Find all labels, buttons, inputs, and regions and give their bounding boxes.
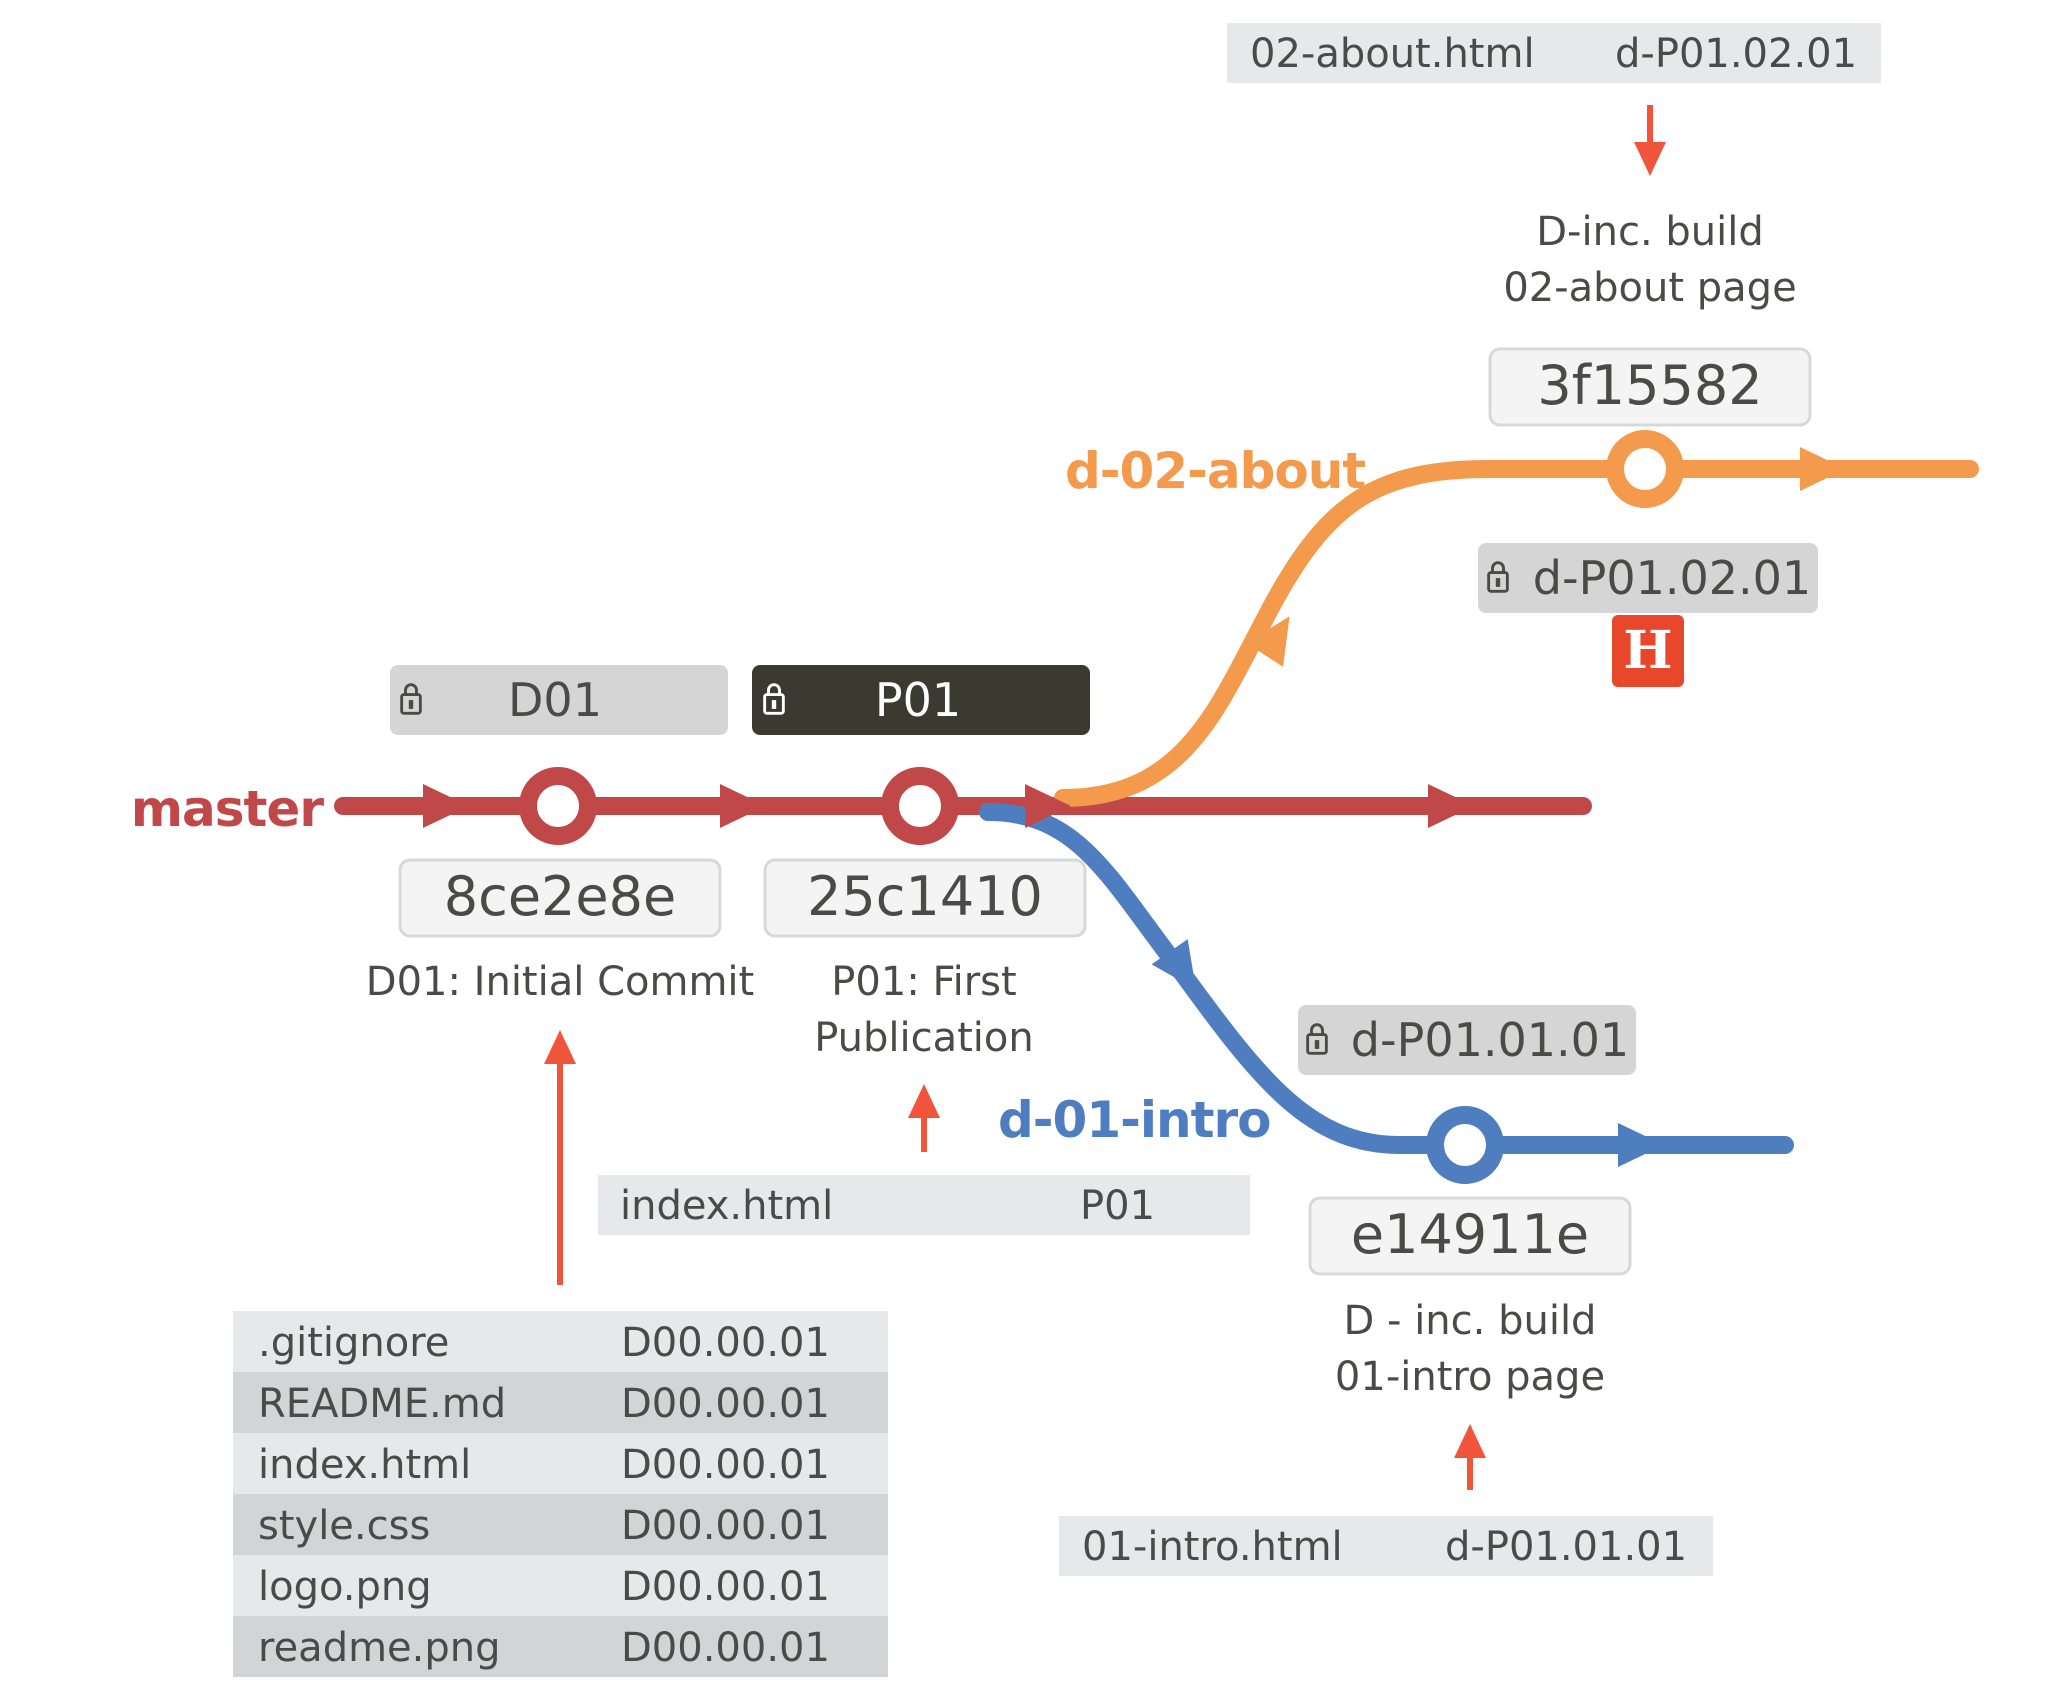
file-row: logo.png D00.00.01	[233, 1555, 888, 1616]
file-table-intro: 01-intro.html d-P01.01.01	[1059, 1516, 1713, 1576]
pointer-arrow-c3	[1634, 105, 1666, 176]
commit-message-c4-line1: D - inc. build	[1344, 1298, 1597, 1344]
commit-message-c2-line1: P01: First	[831, 959, 1016, 1005]
file-version: D00.00.01	[621, 1503, 830, 1549]
file-table-p01: index.html P01	[598, 1175, 1250, 1235]
tag-c4: d-P01.01.01	[1298, 1005, 1636, 1075]
pointer-arrow-c1	[544, 1030, 576, 1285]
file-row: README.md D00.00.01	[233, 1372, 888, 1433]
file-name: readme.png	[258, 1625, 501, 1671]
file-row: .gitignore D00.00.01	[233, 1311, 888, 1372]
file-row: readme.png D00.00.01	[233, 1616, 888, 1677]
about-arrow-1	[1246, 616, 1290, 667]
svg-text:d-P01.01.01: d-P01.01.01	[1351, 1013, 1629, 1067]
file-version: d-P01.02.01	[1615, 31, 1857, 77]
svg-text:d-P01.02.01: d-P01.02.01	[1533, 551, 1811, 605]
hash-c4: e14911e	[1308, 1196, 1632, 1276]
pointer-arrow-c4	[1454, 1424, 1486, 1490]
about-branch-line	[1054, 460, 1979, 807]
branch-label-about: d-02-about	[1065, 442, 1365, 500]
file-version: d-P01.01.01	[1445, 1524, 1687, 1570]
tag-c1: D01	[390, 665, 728, 735]
file-name: index.html	[620, 1183, 833, 1229]
svg-text:25c1410: 25c1410	[807, 865, 1043, 928]
file-table-about: 02-about.html d-P01.02.01	[1227, 23, 1881, 83]
file-version: P01	[1080, 1183, 1155, 1229]
heroku-badge: H	[1612, 615, 1684, 687]
commit-node-c1	[519, 767, 597, 845]
tag-c2: P01	[752, 665, 1090, 735]
file-name: README.md	[258, 1381, 506, 1427]
commit-node-c4	[1426, 1106, 1504, 1184]
master-arrow-4	[1428, 784, 1474, 828]
commit-message-c2-line2: Publication	[814, 1015, 1034, 1061]
branch-label-intro: d-01-intro	[998, 1091, 1271, 1149]
file-name: .gitignore	[258, 1320, 449, 1366]
file-row: index.html D00.00.01	[233, 1433, 888, 1494]
hash-c1: 8ce2e8e	[398, 858, 722, 938]
file-version: D00.00.01	[621, 1320, 830, 1366]
svg-text:8ce2e8e: 8ce2e8e	[444, 865, 676, 928]
intro-arrow-1	[1151, 939, 1197, 990]
file-name: logo.png	[258, 1564, 432, 1610]
svg-text:3f15582: 3f15582	[1537, 354, 1762, 417]
file-name: style.css	[258, 1503, 430, 1549]
commit-message-c1: D01: Initial Commit	[366, 959, 754, 1005]
file-version: D00.00.01	[621, 1442, 830, 1488]
file-version: D00.00.01	[621, 1381, 830, 1427]
master-arrow-1	[423, 784, 469, 828]
file-version: D00.00.01	[621, 1564, 830, 1610]
commit-node-c2	[881, 767, 959, 845]
file-name: 02-about.html	[1250, 31, 1535, 77]
master-arrow-2	[720, 784, 766, 828]
intro-arrow-2	[1618, 1123, 1664, 1167]
file-version: D00.00.01	[621, 1625, 830, 1671]
file-row: style.css D00.00.01	[233, 1494, 888, 1555]
commit-node-c3	[1606, 430, 1684, 508]
about-arrow-2	[1800, 447, 1846, 491]
commit-message-c3-line1: D-inc. build	[1536, 209, 1763, 255]
branch-label-master: master	[131, 780, 324, 838]
commit-message-c4-line2: 01-intro page	[1335, 1354, 1605, 1400]
svg-text:D01: D01	[508, 673, 602, 727]
file-name: 01-intro.html	[1082, 1524, 1343, 1570]
file-name: index.html	[258, 1442, 471, 1488]
svg-text:e14911e: e14911e	[1351, 1203, 1589, 1266]
commit-message-c3-line2: 02-about page	[1503, 265, 1796, 311]
svg-text:P01: P01	[875, 673, 961, 727]
master-arrow-3	[1025, 784, 1071, 828]
hash-c3: 3f15582	[1488, 347, 1812, 427]
badge-letter: H	[1623, 620, 1672, 681]
hash-c2: 25c1410	[763, 858, 1087, 938]
pointer-arrow-c2	[908, 1084, 940, 1152]
tag-c3: d-P01.02.01	[1478, 543, 1818, 613]
